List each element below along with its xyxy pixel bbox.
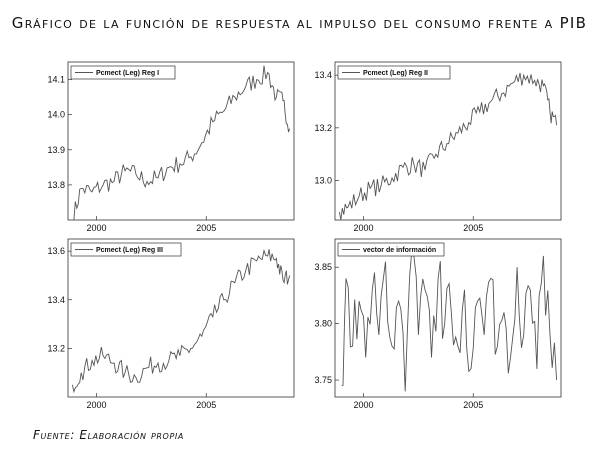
chart-panel-3: 2000 2005 13.2 13.4 13.6 Pcmect (Leg) Reg III <box>47 238 295 410</box>
x-tick-label: 2005 <box>196 400 216 410</box>
legend-box <box>70 242 182 257</box>
series-line <box>341 250 558 392</box>
legend-label: Pcmect (Leg) Reg II <box>363 70 428 77</box>
series-line <box>72 65 291 221</box>
plot-frame <box>67 61 295 221</box>
y-tick-label: 13.4 <box>314 70 332 80</box>
chart-panel-4: 2000 2005 3.75 3.80 3.85 vector de informació… <box>314 238 562 410</box>
legend-box <box>70 65 176 80</box>
y-tick-label: 13.6 <box>47 246 65 256</box>
legend-label: vector de información <box>363 247 436 254</box>
y-tick-label: 13.9 <box>47 145 65 155</box>
y-tick-label: 3.75 <box>314 375 332 385</box>
x-tick-label: 2000 <box>87 400 107 410</box>
y-tick-label: 3.85 <box>314 262 332 272</box>
plot-frame <box>67 238 295 398</box>
chart-panel-2: 2000 2005 13.0 13.2 13.4 Pcmect (Leg) Reg II <box>314 61 562 233</box>
y-tick-label: 13.8 <box>47 180 65 190</box>
y-tick-label: 14.0 <box>47 110 65 120</box>
series-line <box>338 72 558 221</box>
page-title: Gráfico de la función de respuesta al im… <box>11 14 588 32</box>
y-tick-label: 13.0 <box>314 176 332 186</box>
plot-frame <box>334 61 562 221</box>
chart-panel-1: 2000 2005 13.8 13.9 14.0 14.1 Pcmect (Leg) Reg… <box>47 61 295 233</box>
source-note: Fuente: Elaboración propia <box>33 428 184 442</box>
y-tick-label: 14.1 <box>47 75 65 85</box>
y-tick-label: 3.80 <box>314 319 332 329</box>
legend-label: Pcmect (Leg) Reg I <box>96 70 159 77</box>
legend-label: Pcmect (Leg) Reg III <box>96 247 163 254</box>
x-tick-label: 2005 <box>463 400 483 410</box>
y-tick-label: 13.2 <box>314 123 332 133</box>
y-tick-label: 13.4 <box>47 295 65 305</box>
x-tick-label: 2005 <box>196 223 216 233</box>
x-tick-label: 2005 <box>463 223 483 233</box>
x-tick-label: 2000 <box>354 223 374 233</box>
legend-box <box>337 65 451 80</box>
plot-frame <box>334 238 562 398</box>
x-tick-label: 2000 <box>87 223 107 233</box>
series-line <box>71 248 291 394</box>
y-tick-label: 13.2 <box>47 343 65 353</box>
legend-box <box>337 242 445 257</box>
x-tick-label: 2000 <box>354 400 374 410</box>
